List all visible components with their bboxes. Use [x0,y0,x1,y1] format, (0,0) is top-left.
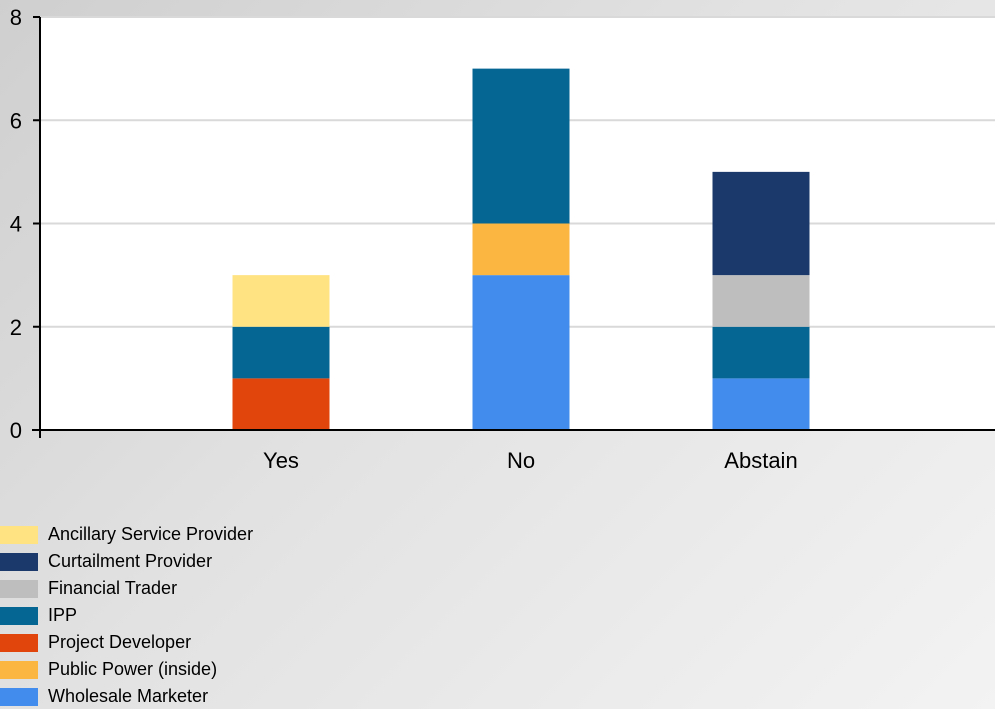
x-axis-labels: Yes No Abstain [263,448,798,473]
y-tick-label: 0 [10,418,22,443]
legend-label: IPP [48,605,78,625]
bar-segment [232,326,330,379]
y-tick-label: 6 [10,108,22,133]
legend-swatch [0,606,38,625]
legend-swatch [0,633,38,652]
x-category-label: No [507,448,535,473]
legend-item: Wholesale Marketer [0,683,400,709]
legend-label: Financial Trader [48,578,178,598]
bar-segment [472,68,570,224]
legend-swatch [0,579,38,598]
legend-swatch [0,525,38,544]
legend-item: Project Developer [0,629,400,656]
bar-segment [232,275,330,327]
bar-segment [712,275,810,327]
x-category-label: Yes [263,448,299,473]
axes [32,17,995,438]
legend-item: Public Power (inside) [0,656,400,683]
bar-segment [712,171,810,276]
legend-item: IPP [0,602,400,629]
bar-segment [472,223,570,276]
legend-swatch [0,687,38,706]
y-tick-label: 2 [10,315,22,340]
x-category-label: Abstain [724,448,797,473]
legend-item: Curtailment Provider [0,548,400,575]
y-tick-label: 8 [10,5,22,30]
bar-stacks [232,68,810,430]
bar-segment [712,326,810,379]
legend-label: Project Developer [48,632,192,652]
legend-item: Financial Trader [0,575,400,602]
legend-swatch [0,552,38,571]
y-tick-label: 4 [10,212,22,237]
y-axis-ticks: 0 2 4 6 8 [10,5,40,443]
legend: Ancillary Service Provider Curtailment Pr… [0,521,400,709]
legend-swatch [0,660,38,679]
legend-label: Ancillary Service Provider [48,524,254,544]
legend-label: Curtailment Provider [48,551,213,571]
bar-segment [712,378,810,430]
legend-item: Ancillary Service Provider [0,521,400,548]
bar-segment [472,275,570,430]
legend-label: Public Power (inside) [48,659,218,679]
bar-segment [232,378,330,430]
legend-label: Wholesale Marketer [48,686,209,706]
